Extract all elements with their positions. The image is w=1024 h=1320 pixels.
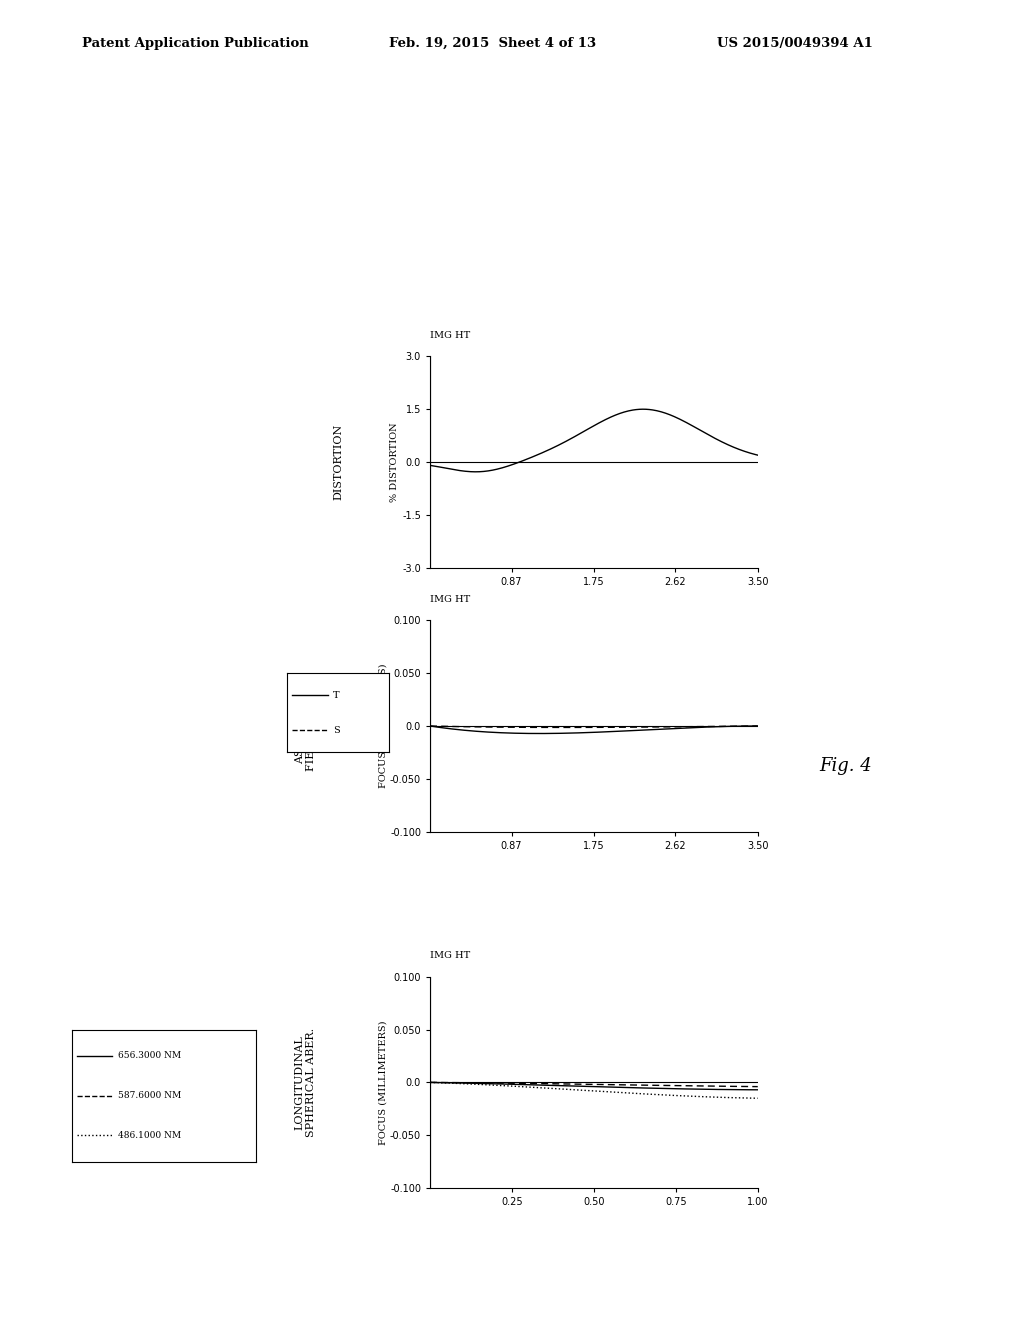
Y-axis label: FOCUS (MILLIMETERS): FOCUS (MILLIMETERS) xyxy=(378,664,387,788)
Text: Fig. 4: Fig. 4 xyxy=(819,756,872,775)
Text: IMG HT: IMG HT xyxy=(430,594,470,603)
Text: 656.3000 NM: 656.3000 NM xyxy=(118,1052,181,1060)
Y-axis label: FOCUS (MILLIMETERS): FOCUS (MILLIMETERS) xyxy=(378,1020,387,1144)
Text: DISTORTION: DISTORTION xyxy=(334,424,343,500)
Text: IMG HT: IMG HT xyxy=(430,950,470,960)
Text: US 2015/0049394 A1: US 2015/0049394 A1 xyxy=(717,37,872,50)
Text: ASTIGMATIC
FIELD CURVES: ASTIGMATIC FIELD CURVES xyxy=(295,681,316,771)
Text: Feb. 19, 2015  Sheet 4 of 13: Feb. 19, 2015 Sheet 4 of 13 xyxy=(389,37,596,50)
Text: IMG HT: IMG HT xyxy=(430,330,470,339)
Text: T: T xyxy=(333,690,339,700)
Text: 587.6000 NM: 587.6000 NM xyxy=(118,1092,181,1100)
Text: S: S xyxy=(333,726,340,735)
Text: Patent Application Publication: Patent Application Publication xyxy=(82,37,308,50)
Text: 486.1000 NM: 486.1000 NM xyxy=(118,1131,181,1139)
Text: LONGITUDINAL
SPHERICAL ABER.: LONGITUDINAL SPHERICAL ABER. xyxy=(295,1028,316,1137)
Y-axis label: % DISTORTION: % DISTORTION xyxy=(390,422,399,502)
